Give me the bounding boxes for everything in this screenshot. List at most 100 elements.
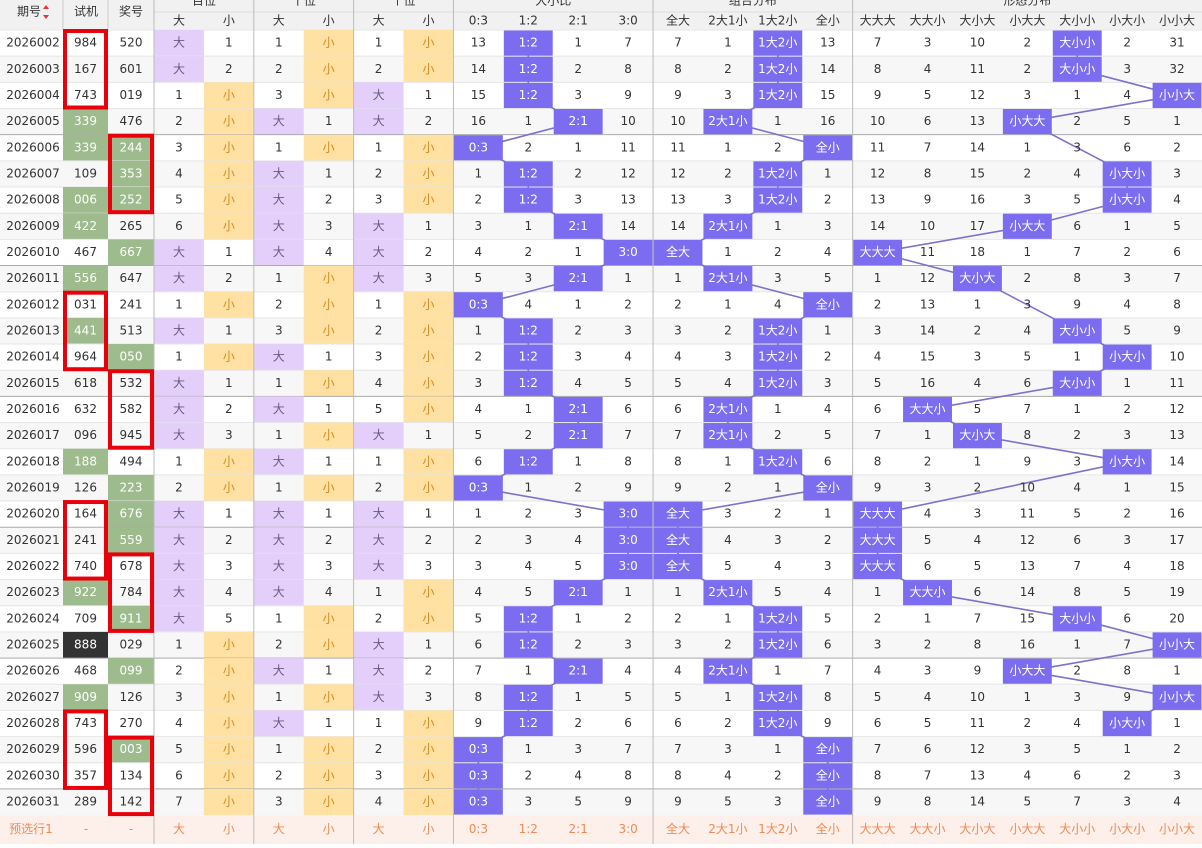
cell: 1 bbox=[375, 36, 383, 50]
cell: 小 bbox=[323, 611, 335, 625]
cell: 3 bbox=[824, 219, 832, 233]
cell: 3:0 bbox=[618, 245, 637, 259]
cell: 10 bbox=[970, 690, 985, 704]
cell: 大 bbox=[173, 245, 185, 259]
cell: 1 bbox=[574, 690, 582, 704]
cell: 5 bbox=[1073, 193, 1081, 207]
cell: 2 bbox=[275, 297, 283, 311]
test-number: 964 bbox=[74, 350, 97, 364]
cell: 3 bbox=[574, 507, 582, 521]
cell: 10 bbox=[970, 36, 985, 50]
cell: 2 bbox=[524, 507, 532, 521]
cell: 大 bbox=[173, 376, 185, 390]
cell: 5 bbox=[624, 376, 632, 390]
big-cell bbox=[253, 160, 304, 188]
cell: 5 bbox=[774, 585, 782, 599]
cell: 5 bbox=[574, 795, 582, 809]
big-cell bbox=[353, 527, 404, 554]
hit-cell bbox=[503, 56, 553, 82]
cell: 16 bbox=[970, 193, 985, 207]
cell: 1 bbox=[674, 271, 682, 285]
test-number: 289 bbox=[74, 795, 97, 809]
cell: 9 bbox=[1123, 690, 1131, 704]
cell: 3 bbox=[824, 559, 832, 573]
cell: 0:3 bbox=[469, 742, 488, 756]
cell: 3 bbox=[724, 350, 732, 364]
big-cell bbox=[253, 501, 304, 528]
cell: 大大小 bbox=[910, 585, 946, 599]
cell: 大小小 bbox=[1059, 323, 1095, 337]
prize-number: 270 bbox=[120, 716, 143, 730]
cell: 1 bbox=[225, 507, 233, 521]
cell: 3 bbox=[425, 271, 433, 285]
prize-mark bbox=[108, 605, 154, 632]
cell: 9 bbox=[475, 716, 483, 730]
cell: 3 bbox=[524, 533, 532, 547]
cell: 5 bbox=[724, 795, 732, 809]
group-title: 十位 bbox=[292, 0, 316, 8]
cell: 13 bbox=[670, 193, 685, 207]
cell: 4 bbox=[924, 690, 932, 704]
cell: 9 bbox=[674, 795, 682, 809]
cell: 小 bbox=[323, 428, 335, 442]
cell: 7 bbox=[624, 36, 632, 50]
period: 2026011 bbox=[6, 271, 59, 285]
cell: 4 bbox=[524, 297, 532, 311]
cell: 小 bbox=[422, 402, 434, 416]
hit-cell bbox=[803, 763, 853, 789]
hit-cell bbox=[503, 632, 553, 658]
small-cell bbox=[203, 762, 254, 789]
cell: 2 bbox=[524, 768, 532, 782]
footer-cell: 小大小 bbox=[1109, 822, 1145, 836]
small-cell bbox=[303, 265, 354, 292]
cell: 3:0 bbox=[618, 533, 637, 547]
cell: 2 bbox=[824, 350, 832, 364]
cell: 13 bbox=[970, 768, 985, 782]
hit-cell bbox=[1002, 213, 1052, 239]
cell: 小 bbox=[422, 166, 434, 180]
cell: 2 bbox=[724, 62, 732, 76]
cell: 小大小 bbox=[1109, 166, 1145, 180]
cell: 大 bbox=[273, 533, 285, 547]
cell: 1 bbox=[774, 402, 782, 416]
cell: 3 bbox=[1123, 62, 1131, 76]
prize-number: 134 bbox=[120, 768, 143, 782]
cell: 2 bbox=[1173, 140, 1181, 154]
cell: 1 bbox=[724, 297, 732, 311]
cell: 2:1 bbox=[569, 664, 588, 678]
cell: 9 bbox=[874, 480, 882, 494]
period: 2026013 bbox=[6, 323, 59, 337]
big-cell bbox=[154, 239, 204, 266]
column-label: 小大小 bbox=[1109, 14, 1145, 28]
cell: 16 bbox=[1020, 637, 1035, 651]
cell: 2 bbox=[1024, 716, 1032, 730]
cell: 1 bbox=[724, 36, 732, 50]
cell: 6 bbox=[874, 716, 882, 730]
hit-cell bbox=[1102, 187, 1152, 213]
cell: 5 bbox=[674, 690, 682, 704]
cell: 小 bbox=[323, 690, 335, 704]
cell: 9 bbox=[824, 716, 832, 730]
period: 2026007 bbox=[6, 166, 59, 180]
cell: 3:0 bbox=[618, 559, 637, 573]
header-prize: 奖号 bbox=[119, 5, 143, 19]
test-number: 006 bbox=[74, 193, 97, 207]
column-label: 大 bbox=[273, 14, 285, 28]
cell: 15 bbox=[970, 166, 985, 180]
big-cell bbox=[253, 579, 304, 606]
big-cell bbox=[353, 422, 404, 449]
cell: 大 bbox=[273, 350, 285, 364]
test-number: 740 bbox=[74, 559, 97, 573]
cell: 1 bbox=[524, 219, 532, 233]
cell: 2 bbox=[275, 62, 283, 76]
cell: 2 bbox=[475, 533, 483, 547]
period: 2026015 bbox=[6, 376, 59, 390]
cell: 13 bbox=[970, 114, 985, 128]
row-bg bbox=[0, 160, 1202, 188]
cell: 1 bbox=[624, 585, 632, 599]
cell: 15 bbox=[471, 88, 486, 102]
cell: 3 bbox=[1123, 428, 1131, 442]
cell: 4 bbox=[724, 768, 732, 782]
hit-cell bbox=[603, 553, 653, 580]
